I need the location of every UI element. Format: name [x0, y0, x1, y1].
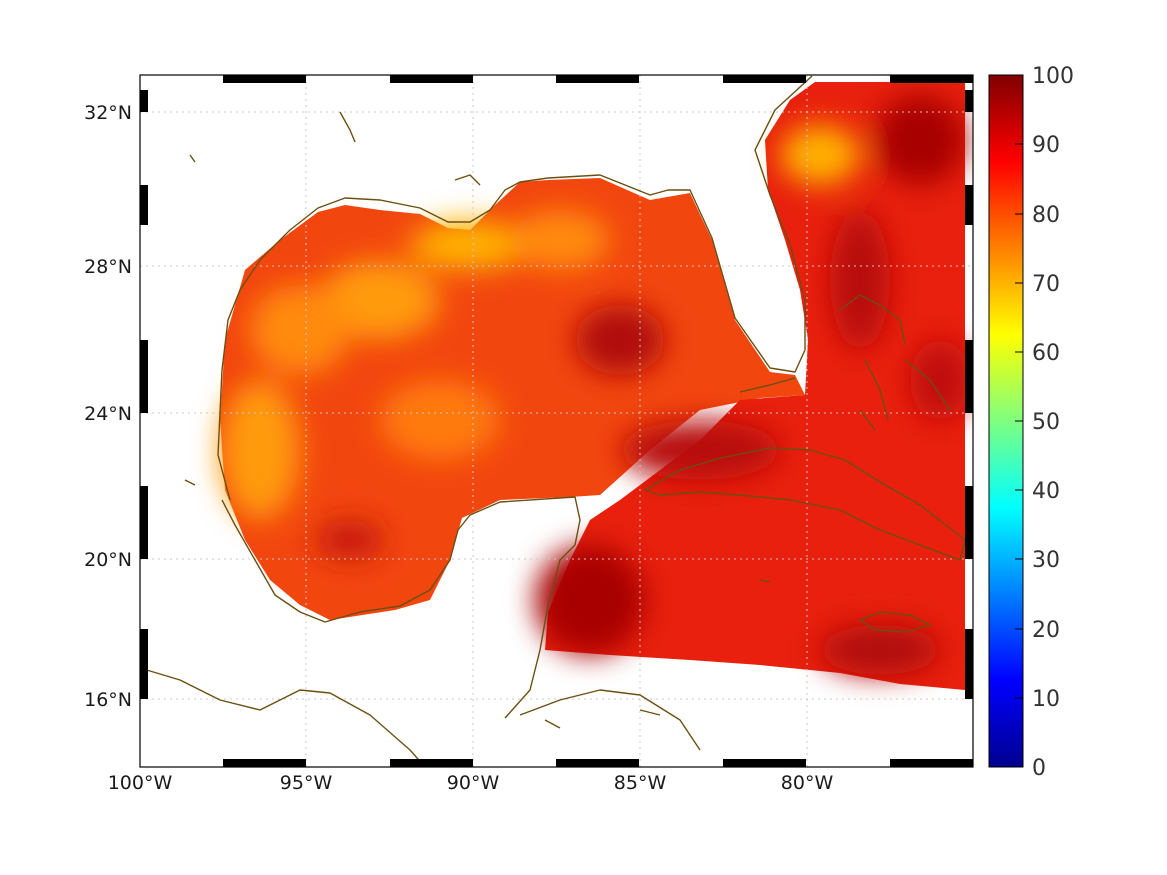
colorbar-tick-label: 80 [1032, 203, 1060, 228]
colorbar-tick-label: 40 [1032, 479, 1060, 504]
lon-labels: 100°W 95°W 90°W 85°W 80°W [108, 772, 834, 794]
colorbar-tick-label: 0 [1032, 756, 1046, 781]
lat-label: 28°N [84, 256, 132, 278]
central-america-coast-south [519, 689, 701, 751]
jamaica-coast [859, 611, 931, 633]
colorbar-tick-label: 20 [1032, 618, 1060, 643]
cuba-coast [644, 447, 966, 561]
colorbar-tick-label: 70 [1032, 272, 1060, 297]
lon-label: 80°W [781, 772, 834, 794]
coastlines [139, 75, 966, 768]
bahamas-coast [839, 294, 951, 431]
colorbar-tick-label: 90 [1032, 133, 1060, 158]
colorbar-tick-label: 10 [1032, 687, 1060, 712]
colorbar-tick-label: 100 [1032, 64, 1074, 89]
lat-label: 20°N [84, 549, 132, 571]
colorbar-tick-label: 50 [1032, 410, 1060, 435]
colorbar-tick-label: 60 [1032, 341, 1060, 366]
mexico-coast [221, 496, 581, 719]
map-frame [139, 74, 974, 768]
central-america-coast [139, 667, 426, 768]
lat-label: 32°N [84, 102, 132, 124]
lon-label: 85°W [614, 772, 667, 794]
us-gulf-coast [217, 75, 813, 501]
lat-label: 24°N [84, 403, 132, 425]
lon-label: 95°W [280, 772, 333, 794]
data-field [220, 82, 970, 690]
colorbar: 100 90 80 70 60 50 40 30 20 10 0 [988, 64, 1074, 781]
colorbar-tick-label: 30 [1032, 548, 1060, 573]
lon-label: 90°W [447, 772, 500, 794]
florida-keys [739, 377, 796, 393]
lat-label: 16°N [84, 689, 132, 711]
lat-labels: 32°N 28°N 24°N 20°N 16°N [84, 102, 132, 711]
small-islands [184, 111, 771, 729]
lon-label: 100°W [108, 772, 173, 794]
